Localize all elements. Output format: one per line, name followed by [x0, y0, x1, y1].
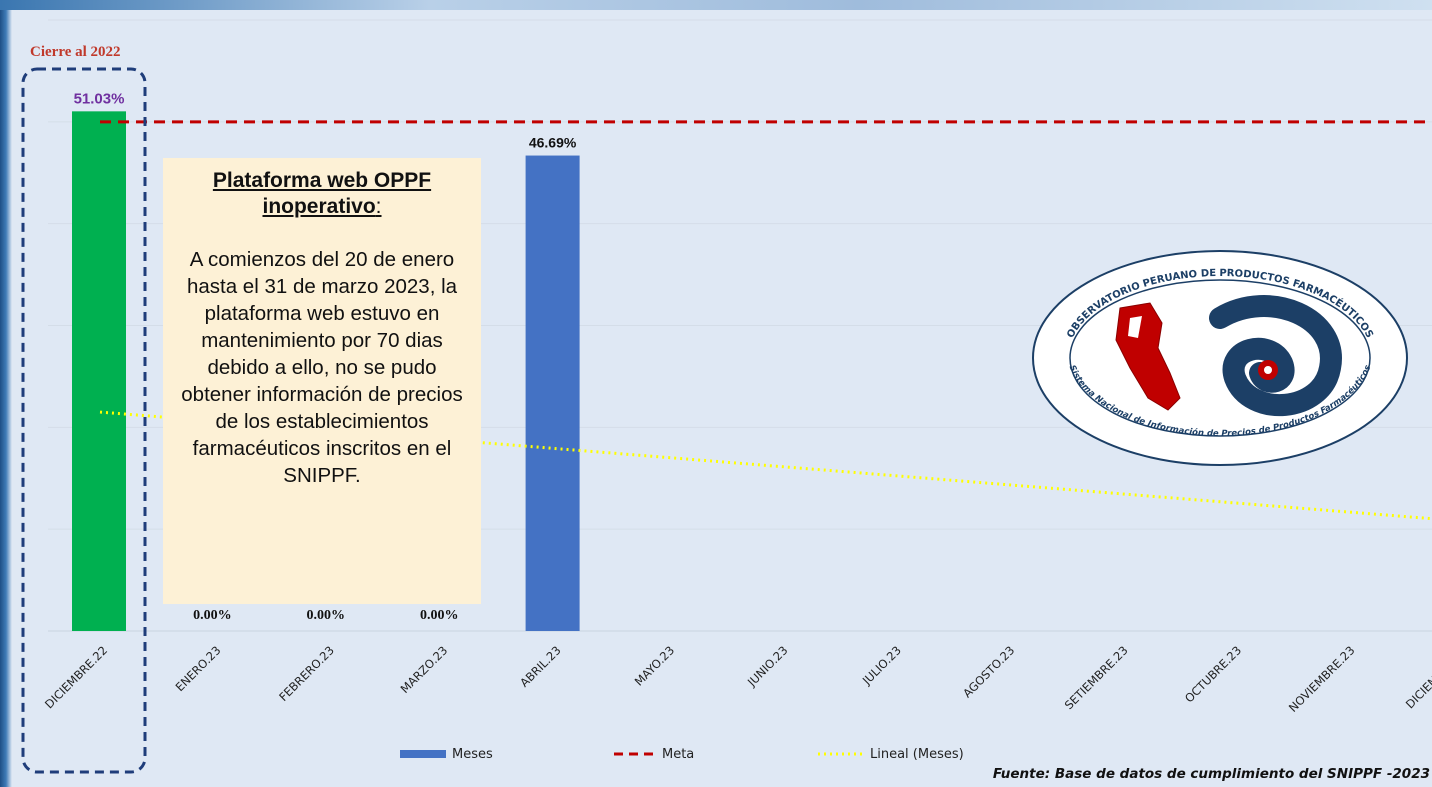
note-body: A comienzos del 20 de enero hasta el 31 …	[181, 248, 463, 487]
source-note: Fuente: Base de datos de cumplimiento de…	[992, 766, 1430, 782]
data-label: 51.03%	[74, 90, 125, 107]
legend-trend-swatch	[818, 752, 864, 756]
legend-bars-swatch	[400, 750, 446, 758]
highlight-frame-rect	[21, 67, 147, 774]
x-tick-label: NOVIEMBRE.23	[1286, 643, 1358, 715]
legend-bars: Meses	[400, 744, 493, 764]
legend-bars-label: Meses	[452, 746, 493, 762]
data-label: 0.00%	[193, 608, 232, 623]
x-tick-label: JUNIO.23	[744, 643, 790, 689]
data-labels: 51.03% 0.00% 0.00% 0.00% 46.69%	[74, 90, 577, 623]
x-tick-label: DICIEMBRE.22	[42, 643, 110, 711]
x-tick-label: ENERO.23	[173, 643, 224, 694]
x-tick-label: FEBRERO.23	[276, 643, 337, 704]
bar-diciembre-22	[72, 111, 126, 632]
swirl-peru-map-icon	[1115, 295, 1342, 417]
top-decorative-band	[0, 0, 1432, 10]
x-tick-label: MAYO.23	[632, 643, 677, 688]
bars	[72, 111, 580, 632]
note-title-text: Plataforma web OPPF inoperativo	[212, 169, 432, 218]
legend-meta-swatch	[614, 752, 656, 756]
x-tick-label: OCTUBRE.23	[1182, 643, 1244, 705]
legend-meta: Meta	[614, 744, 694, 764]
x-tick-label: ABRIL.23	[517, 643, 564, 690]
note-title-colon: :	[375, 195, 382, 218]
legend-meta-label: Meta	[662, 746, 695, 762]
note-title: Plataforma web OPPF inoperativo:	[177, 168, 467, 220]
x-tick-label: DICIEMBRE.23	[1403, 643, 1432, 711]
note-box: Plataforma web OPPF inoperativo: A comie…	[163, 158, 481, 604]
observatory-logo: OBSERVATORIO PERUANO DE PRODUCTOS FARMAC…	[1032, 250, 1408, 466]
data-label: 46.69%	[529, 135, 577, 151]
data-label: 0.00%	[420, 608, 459, 623]
x-tick-label: AGOSTO.23	[960, 643, 1017, 700]
x-tick-labels: DICIEMBRE.22 ENERO.23 FEBRERO.23 MARZO.23 AB…	[42, 643, 1432, 715]
x-tick-label: SETIEMBRE.23	[1062, 643, 1131, 712]
bar-abril-23	[525, 155, 580, 631]
highlight-frame	[21, 67, 147, 774]
legend-trend-label: Lineal (Meses)	[870, 746, 964, 762]
legend-trend: Lineal (Meses)	[818, 744, 964, 764]
x-tick-label: MARZO.23	[398, 643, 451, 696]
closing-label: Cierre al 2022	[30, 44, 121, 60]
data-label: 0.00%	[307, 608, 346, 623]
x-tick-label: JULIO.23	[859, 643, 904, 688]
